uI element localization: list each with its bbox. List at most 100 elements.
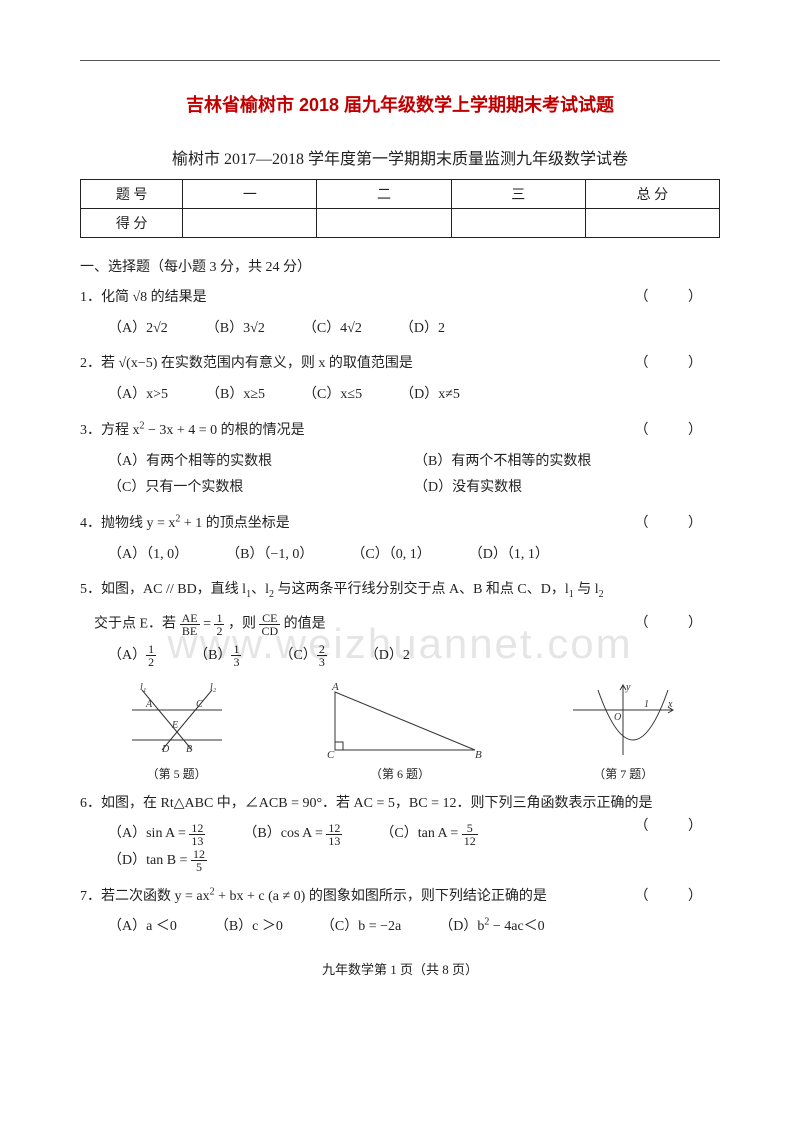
q3-opt-b: （B）有两个不相等的实数根 (414, 449, 720, 476)
svg-text:C: C (196, 699, 203, 710)
q1-opt-b: （B）3√2 (206, 316, 265, 343)
svg-text:l₁: l₁ (140, 682, 146, 693)
q2-opt-d: （D）x≠5 (400, 382, 460, 409)
th-label: 题 号 (81, 180, 183, 209)
paper-subtitle: 榆树市 2017—2018 学年度第一学期期末质量监测九年级数学试卷 (80, 145, 720, 169)
answer-paren: （ ） (635, 612, 721, 636)
fig7-caption: （第 7 题） (568, 765, 678, 782)
q6-opt-b: （B）cos A = 1213 (243, 821, 342, 848)
frac-1-2: 12 (214, 612, 224, 637)
q7-options: （A）a ＜0 （B）c ＞0 （C）b = −2a （D）b2 − 4ac＜0 (108, 914, 720, 941)
svg-text:l₂: l₂ (210, 682, 217, 693)
q1-opt-a: （A）2√2 (108, 316, 168, 343)
svg-text:A: A (331, 681, 339, 693)
q4-suffix: + 1 的顶点坐标是 (180, 516, 289, 531)
question-5-line2: 交于点 E．若 AEBE = 12 ，则 CECD 的值是 （ ） (94, 612, 720, 637)
page-footer: 九年数学第 1 页（共 8 页） (80, 959, 720, 978)
svg-text:x: x (667, 699, 673, 710)
q6-opt-a: （A）sin A = 1213 (108, 821, 205, 848)
exam-page: 吉林省榆树市 2018 届九年级数学上学期期末考试试题 榆树市 2017—201… (0, 0, 800, 1018)
q3-opt-a: （A）有两个相等的实数根 (108, 449, 414, 476)
q6-opt-d: （D）tan B = 125 (108, 848, 207, 875)
q7-suffix: + bx + c (a ≠ 0) 的图象如图所示，则下列结论正确的是 (215, 889, 547, 904)
fig6-caption: （第 6 题） (315, 765, 485, 782)
figure-6: A C B （第 6 题） (315, 680, 485, 782)
q5-opt-a: （A）12 (108, 643, 156, 670)
figures-row: l₁ l₂ A C E D B （第 5 题） A C (80, 680, 720, 782)
q5-l2d: 的值是 (284, 617, 326, 632)
q5-l2a: 交于点 E．若 (94, 617, 180, 632)
score-table: 题 号 一 二 三 总 分 得 分 (80, 179, 720, 238)
q5-l1b: 、l (251, 582, 269, 597)
score-blank-2 (317, 209, 451, 238)
fig6-svg: A C B (315, 680, 485, 760)
svg-text:O: O (614, 712, 621, 723)
figure-7: x y O 1 （第 7 题） (568, 680, 678, 782)
score-blank-3 (451, 209, 585, 238)
q4-opt-b: （B）（−1, 0） (226, 542, 313, 569)
q3-mid: − 3x + 4 = 0 的根的情况是 (145, 423, 305, 438)
q2-opt-b: （B）x≥5 (206, 382, 265, 409)
fig5-caption: （第 5 题） (122, 765, 232, 782)
fig5-svg: l₁ l₂ A C E D B (122, 680, 232, 760)
q2-text: 2．若 √(x−5) 在实数范围内有意义，则 x 的取值范围是 (80, 356, 413, 371)
q1-opt-d: （D）2 (400, 316, 445, 343)
svg-text:B: B (475, 749, 482, 760)
answer-paren: （ ） (635, 419, 721, 443)
q7-opt-d: （D）b2 − 4ac＜0 (439, 914, 544, 941)
q1-options: （A）2√2 （B）3√2 （C）4√2 （D）2 (108, 316, 720, 343)
question-3: 3．方程 x2 − 3x + 4 = 0 的根的情况是 （ ） (80, 419, 720, 443)
q5-opt-d: （D）2 (365, 643, 410, 670)
q7-opt-b: （B）c ＞0 (215, 914, 283, 941)
q7-opt-c: （C）b = −2a (321, 914, 401, 941)
section-1-header: 一、选择题（每小题 3 分，共 24 分） (80, 256, 720, 276)
score-blank-total (585, 209, 719, 238)
q6-options: （A）sin A = 1213 （B）cos A = 1213 （C）tan A… (108, 821, 635, 874)
answer-paren: （ ） (635, 352, 721, 376)
svg-text:y: y (625, 682, 631, 693)
main-title: 吉林省榆树市 2018 届九年级数学上学期期末考试试题 (80, 91, 720, 117)
svg-text:D: D (161, 744, 170, 755)
question-4: 4．抛物线 y = x2 + 1 的顶点坐标是 （ ） (80, 512, 720, 536)
q4-prefix: 4．抛物线 y = x (80, 516, 175, 531)
q5-l1d: 与 l (574, 582, 599, 597)
q6-opt-c: （C）tan A = 512 (380, 821, 477, 848)
q5-l1a: 5．如图，AC // BD，直线 l (80, 582, 246, 597)
q5-opt-c: （C）23 (279, 643, 326, 670)
fig7-svg: x y O 1 (568, 680, 678, 760)
q5-l2b: = (203, 617, 214, 632)
q5-opt-b: （B）13 (194, 643, 241, 670)
score-blank-1 (183, 209, 317, 238)
q2-opt-a: （A）x>5 (108, 382, 168, 409)
q1-opt-c: （C）4√2 (303, 316, 362, 343)
q5-l2c: ，则 (228, 617, 260, 632)
question-5: 5．如图，AC // BD，直线 l1、l2 与这两条平行线分别交于点 A、B … (80, 578, 720, 602)
q7-opt-a: （A）a ＜0 (108, 914, 177, 941)
q6-text: 6．如图，在 Rt△ABC 中，∠ACB = 90°．若 AC = 5，BC =… (80, 796, 652, 811)
row2-label: 得 分 (81, 209, 183, 238)
q3-opt-d: （D）没有实数根 (414, 475, 720, 502)
figure-5: l₁ l₂ A C E D B （第 5 题） (122, 680, 232, 782)
q1-text: 1．化简 √8 的结果是 (80, 290, 207, 305)
svg-text:1: 1 (644, 699, 649, 710)
q3-options: （A）有两个相等的实数根 （B）有两个不相等的实数根 （C）只有一个实数根 （D… (108, 449, 720, 502)
score-value-row: 得 分 (81, 209, 720, 238)
q3-opt-c: （C）只有一个实数根 (108, 475, 414, 502)
q4-opt-d: （D）（1, 1） (469, 542, 549, 569)
svg-text:B: B (186, 744, 192, 755)
answer-paren: （ ） (635, 286, 721, 310)
top-rule (80, 60, 720, 61)
question-2: 2．若 √(x−5) 在实数范围内有意义，则 x 的取值范围是 （ ） (80, 352, 720, 376)
question-7: 7．若二次函数 y = ax2 + bx + c (a ≠ 0) 的图象如图所示… (80, 885, 720, 909)
svg-text:C: C (327, 749, 335, 760)
answer-paren: （ ） (635, 512, 721, 536)
frac-ae-be: AEBE (180, 612, 200, 637)
answer-paren: （ ） (635, 885, 721, 909)
svg-text:A: A (145, 699, 153, 710)
q2-opt-c: （C）x≤5 (303, 382, 362, 409)
svg-text:E: E (171, 720, 178, 731)
th-2: 二 (317, 180, 451, 209)
q5-options: （A）12 （B）13 （C）23 （D）2 (108, 643, 720, 670)
th-1: 一 (183, 180, 317, 209)
q4-options: （A）（1, 0） （B）（−1, 0） （C）（0, 1） （D）（1, 1） (108, 542, 720, 569)
